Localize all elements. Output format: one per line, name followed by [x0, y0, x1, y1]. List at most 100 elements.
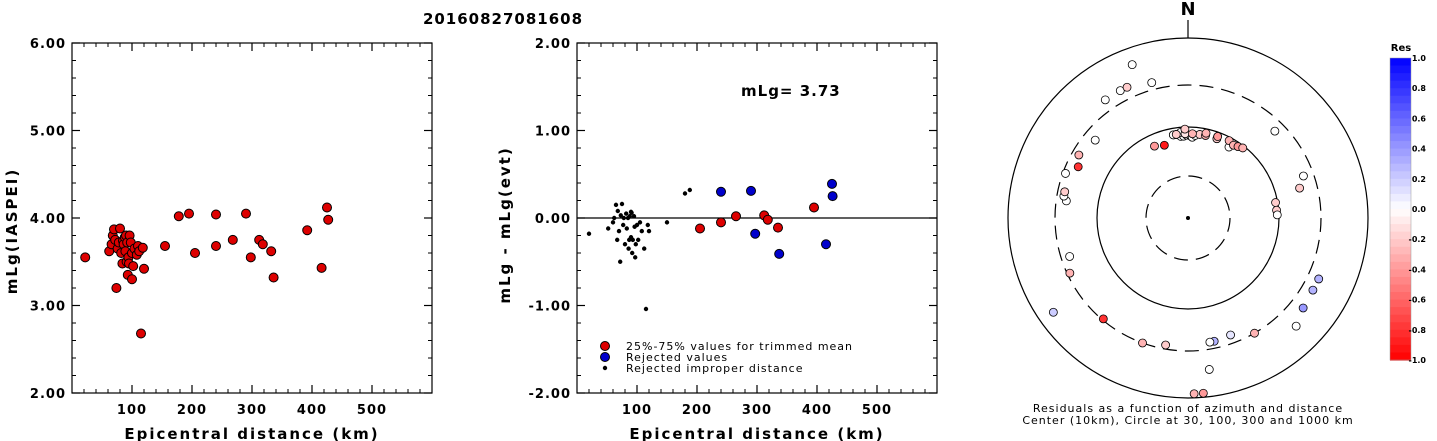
- station-residual-point: [1213, 132, 1223, 141]
- colorbar-cell: [1390, 246, 1411, 255]
- y-tick-label: 6.00: [30, 37, 66, 52]
- station-residual-point: [1127, 60, 1137, 70]
- y-tick-label: 4.00: [30, 212, 66, 227]
- legend-marker-trimmed: [600, 341, 610, 351]
- station-residual-point: [1189, 389, 1199, 399]
- data-point: [750, 228, 761, 239]
- legend-marker-improper: [602, 365, 608, 371]
- colorbar-tick-label: 0.8: [1412, 84, 1427, 93]
- colorbar-cell: [1390, 178, 1411, 187]
- station-residual-point: [1314, 274, 1324, 284]
- center-marker: [1186, 216, 1190, 220]
- data-point: [731, 211, 741, 222]
- colorbar-cell: [1390, 88, 1411, 97]
- north-label: N: [1180, 0, 1195, 20]
- legend: 25%-75% values for trimmed mean Rejected…: [600, 340, 853, 375]
- legend-label-trimmed: 25%-75% values for trimmed mean: [626, 340, 853, 353]
- colorbar-cell: [1390, 254, 1411, 263]
- colorbar-cell: [1390, 314, 1411, 323]
- station-residual-point: [1150, 141, 1159, 151]
- colorbar-cell: [1390, 125, 1411, 135]
- data-point: [634, 222, 640, 228]
- colorbar-cell: [1390, 141, 1411, 150]
- magnitude-annotation: mLg= 3.73: [741, 82, 841, 100]
- station-residual-point: [1188, 129, 1197, 139]
- data-point: [128, 261, 139, 272]
- magnitude-scatter-panel: 100 200 300 400 500 2.00 3.00 4.00 5.00 6.00 Epic…: [3, 37, 433, 441]
- colorbar-cell: [1390, 352, 1411, 361]
- data-point: [746, 185, 756, 196]
- y-axis-label: mLg - mLg(evt): [496, 146, 514, 303]
- y-tick-label: 2.00: [535, 37, 571, 52]
- data-point: [624, 226, 629, 231]
- colorbar-cell: [1390, 216, 1411, 225]
- x-tick-label: 200: [682, 403, 712, 418]
- azimuth-polar-panel: N Residuals as a function of azimuth and…: [1007, 0, 1369, 427]
- colorbar-cell: [1390, 95, 1411, 104]
- colorbar-cell: [1390, 329, 1411, 338]
- data-point: [631, 214, 637, 219]
- data-point: [627, 214, 632, 219]
- colorbar-cell: [1390, 284, 1411, 293]
- colorbar: Res 1.0 0.8 0.6 0.4 0.2 0.0 -0.2 -0.4 -0.6 -0.8 -1…: [1389, 43, 1427, 365]
- data-point: [322, 202, 332, 213]
- colorbar-cell: [1390, 163, 1411, 172]
- colorbar-cell: [1390, 269, 1411, 278]
- caption-line-1: Residuals as a function of azimuth and d…: [1033, 402, 1343, 415]
- data-point: [773, 222, 783, 233]
- station-residual-point: [1295, 183, 1305, 193]
- colorbar-cell: [1390, 65, 1411, 74]
- colorbar-tick-label: 0.6: [1412, 114, 1427, 123]
- caption-line-2: Center (10km), Circle at 30, 100, 300 an…: [1022, 414, 1353, 427]
- colorbar-cell: [1390, 307, 1411, 316]
- station-residual-point: [1100, 95, 1110, 105]
- data-point: [716, 217, 726, 228]
- station-residual-point: [1271, 198, 1280, 207]
- data-point: [241, 208, 251, 219]
- station-residual-point: [1060, 187, 1070, 197]
- data-point: [687, 187, 692, 193]
- station-residual-point: [1090, 135, 1100, 145]
- data-point: [268, 272, 279, 283]
- y-tick-label: 3.00: [30, 300, 66, 315]
- colorbar-cell: [1390, 231, 1411, 240]
- station-residual-point: [1138, 338, 1147, 348]
- ring-1000km: [1007, 37, 1369, 399]
- station-residual-point: [1270, 126, 1280, 136]
- data-point: [80, 252, 91, 263]
- y-tick-label: 5.00: [30, 125, 66, 140]
- colorbar-cell: [1390, 261, 1411, 270]
- data-point: [316, 262, 327, 273]
- y-tick-label: 1.00: [535, 125, 571, 140]
- data-point: [630, 250, 635, 256]
- x-tick-label: 100: [622, 403, 652, 418]
- data-point: [618, 213, 623, 218]
- x-tick-label: 400: [297, 403, 327, 418]
- colorbar-cell: [1390, 80, 1411, 89]
- y-tick-label: 0.00: [535, 212, 571, 227]
- ring-300km: [1054, 84, 1322, 352]
- data-point: [586, 231, 592, 236]
- station-residual-point: [1048, 307, 1058, 317]
- data-point: [621, 215, 626, 221]
- station-residual-point: [1171, 130, 1181, 139]
- data-point: [618, 259, 623, 264]
- colorbar-cell: [1390, 133, 1411, 142]
- data-point: [639, 228, 644, 234]
- colorbar-cell: [1390, 224, 1411, 233]
- data-point: [821, 239, 831, 250]
- colorbar-cell: [1390, 156, 1411, 165]
- ring-30km: [1145, 175, 1231, 261]
- x-tick-label: 400: [802, 403, 832, 418]
- data-point: [809, 202, 819, 213]
- legend-label-improper: Rejected improper distance: [626, 362, 804, 375]
- station-residual-point: [1205, 337, 1215, 347]
- colorbar-tick-label: 0.2: [1412, 175, 1426, 184]
- colorbar-frame: [1389, 57, 1412, 361]
- x-tick-label: 300: [237, 403, 267, 418]
- data-point: [664, 220, 670, 225]
- data-point: [257, 239, 268, 250]
- station-residual-point: [1098, 314, 1108, 324]
- data-point: [774, 248, 785, 259]
